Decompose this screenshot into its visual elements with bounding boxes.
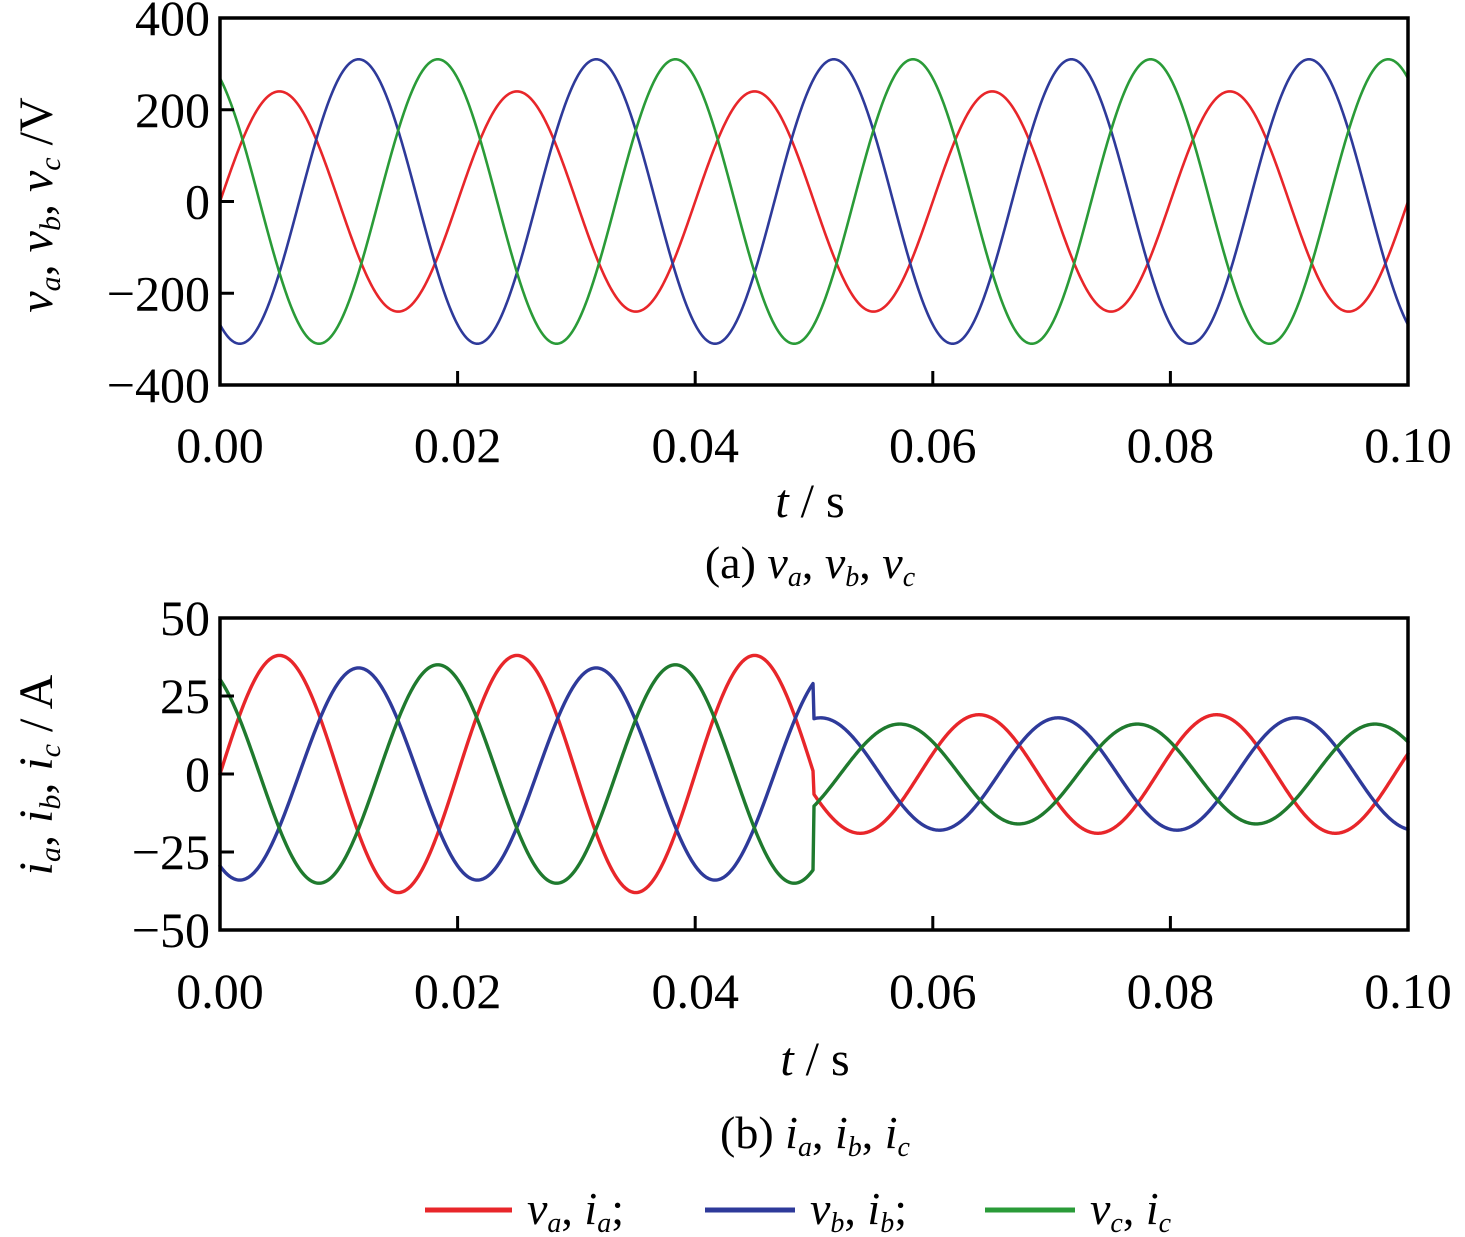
x-tick-label: 0.08 <box>1127 963 1215 1019</box>
panel-a-series <box>218 57 1410 346</box>
series-line-va <box>218 90 1410 313</box>
y-tick-label: −25 <box>132 824 210 880</box>
series-line-ic <box>218 663 1410 885</box>
x-tick-label: 0.06 <box>889 417 977 473</box>
series-line-vb <box>218 57 1410 346</box>
y-tick-label: 0 <box>185 174 210 230</box>
x-tick-label: 0.04 <box>651 963 739 1019</box>
panel-b-ylabel: ia, ib, ic / A <box>10 674 67 875</box>
panel-b-series <box>218 653 1410 895</box>
y-tick-label: 200 <box>135 82 210 138</box>
y-tick-label: 25 <box>160 668 210 724</box>
panel-b-caption: (b) ia, ib, ic <box>720 1107 910 1163</box>
series-line-vc <box>218 57 1410 346</box>
legend-label-c: vc, ic <box>1090 1183 1172 1237</box>
legend-label-a: va, ia; <box>527 1183 624 1237</box>
x-tick-label: 0.08 <box>1127 417 1215 473</box>
x-tick-label: 0.02 <box>414 417 502 473</box>
legend-item-b: vb, ib; <box>705 1183 907 1237</box>
x-tick-label: 0.04 <box>651 417 739 473</box>
panel-b-ticks: 50 25 0 −25 −500.00 0.02 0.04 0.06 0.08 0.10 <box>132 590 1452 1019</box>
y-tick-label: −200 <box>107 265 210 321</box>
panel-a-xlabel: t / s <box>775 475 844 528</box>
x-tick-label: 0.06 <box>889 963 977 1019</box>
y-tick-label: 50 <box>160 590 210 646</box>
panel-a-ylabel: va, vb, vc /V <box>10 97 67 313</box>
y-tick-label: −50 <box>132 902 210 958</box>
legend-item-a: va, ia; <box>425 1183 624 1237</box>
panel-b: 50 25 0 −25 −500.00 0.02 0.04 0.06 0.08 0.10 ia, … <box>10 590 1452 1163</box>
y-tick-label: 0 <box>185 746 210 802</box>
panel-b-xlabel: t / s <box>780 1033 849 1086</box>
panel-a-caption: (a) va, vb, vc <box>705 537 916 593</box>
x-tick-label: 0.02 <box>414 963 502 1019</box>
x-tick-label: 0.10 <box>1364 417 1452 473</box>
x-tick-label: 0.00 <box>176 417 264 473</box>
legend-label-b: vb, ib; <box>810 1183 907 1237</box>
y-tick-label: 400 <box>135 0 210 46</box>
series-line-ib <box>218 666 1410 882</box>
x-tick-label: 0.10 <box>1364 963 1452 1019</box>
x-tick-label: 0.00 <box>176 963 264 1019</box>
legend-item-c: vc, ic <box>985 1183 1172 1237</box>
legend: va, ia; vb, ib; vc, ic <box>425 1183 1172 1237</box>
y-tick-label: −400 <box>107 357 210 413</box>
series-line-ia <box>218 653 1410 895</box>
